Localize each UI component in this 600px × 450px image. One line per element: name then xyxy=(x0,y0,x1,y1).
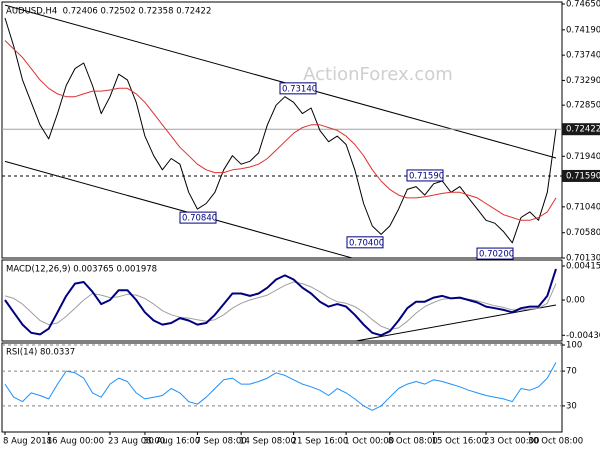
x-tick-label: 1 Oct 00:00 xyxy=(344,437,394,447)
x-tick-label: 30 Oct 08:00 xyxy=(528,437,583,447)
y-tick-label: 0.70130 xyxy=(566,254,600,264)
annotation-label: 0.70400 xyxy=(349,238,384,248)
y-tick-label: 0.72850 xyxy=(566,101,600,111)
annotation-box xyxy=(179,211,217,224)
x-tick-label: 30 Aug 16:00 xyxy=(143,437,200,447)
y-tick-label: 0.71940 xyxy=(566,152,600,162)
x-tick-label: 8 Aug 2018 xyxy=(3,437,52,447)
y-tick-label: 0.00 xyxy=(566,296,585,306)
plot-area xyxy=(4,362,557,411)
annotation-box xyxy=(346,236,384,249)
x-tick-label: 15 Oct 16:00 xyxy=(432,437,487,447)
trendline xyxy=(353,304,557,341)
y-tick-label: 0.74650 xyxy=(566,0,600,10)
price-marker-label: 0.71590 xyxy=(566,171,600,181)
pane-title: AUDUSD,H4 0.72406 0.72502 0.72358 0.7242… xyxy=(6,7,211,17)
y-tick-label: 0.73290 xyxy=(566,76,600,86)
pane-title: MACD(12,26,9) 0.003765 0.001978 xyxy=(6,265,157,275)
trendline xyxy=(4,4,557,159)
series-line xyxy=(4,17,557,244)
y-tick-label: 0.73740 xyxy=(566,51,600,61)
x-tick-label: 21 Sep 16:00 xyxy=(292,437,349,447)
trendline xyxy=(4,160,355,258)
x-tick-label: 16 Aug 00:00 xyxy=(47,437,104,447)
x-tick-label: 23 Oct 00:00 xyxy=(484,437,539,447)
x-tick-label: 23 Aug 08:00 xyxy=(108,437,165,447)
price-marker-box xyxy=(562,169,600,182)
price-marker-box xyxy=(562,123,600,136)
annotation-label: 0.70840 xyxy=(182,214,217,224)
annotation-box xyxy=(476,247,514,260)
annotation-box xyxy=(406,169,444,182)
plot-area xyxy=(2,4,562,258)
series-line xyxy=(4,268,557,337)
x-tick-label: 7 Sep 08:00 xyxy=(195,437,246,447)
watermark: ActionForex.com xyxy=(303,64,453,85)
y-tick-label: 0.74190 xyxy=(566,25,600,35)
y-tick-label: 0.71040 xyxy=(566,202,600,212)
annotation-box xyxy=(279,82,317,95)
y-tick-label: 100 xyxy=(566,341,582,351)
y-tick-label: 0.70580 xyxy=(566,228,600,238)
y-tick-label: -0.004303 xyxy=(566,331,600,341)
series-line xyxy=(4,362,557,411)
plot-area xyxy=(4,268,557,341)
annotation-label: 0.70200 xyxy=(479,250,514,260)
series-line xyxy=(4,40,557,221)
annotation-label: 0.73140 xyxy=(282,84,317,94)
y-tick-label: 70 xyxy=(566,367,577,377)
pane-frame xyxy=(1,342,563,433)
price-marker-label: 0.72422 xyxy=(566,125,600,135)
x-tick-label: 14 Sep 08:00 xyxy=(239,437,296,447)
pane-title: RSI(14) 80.0337 xyxy=(6,348,75,358)
y-tick-label: 0.00415 xyxy=(566,262,600,272)
x-tick-label: 8 Oct 08:00 xyxy=(388,437,438,447)
annotation-label: 0.71590 xyxy=(409,171,444,181)
y-tick-label: 30 xyxy=(566,401,577,411)
